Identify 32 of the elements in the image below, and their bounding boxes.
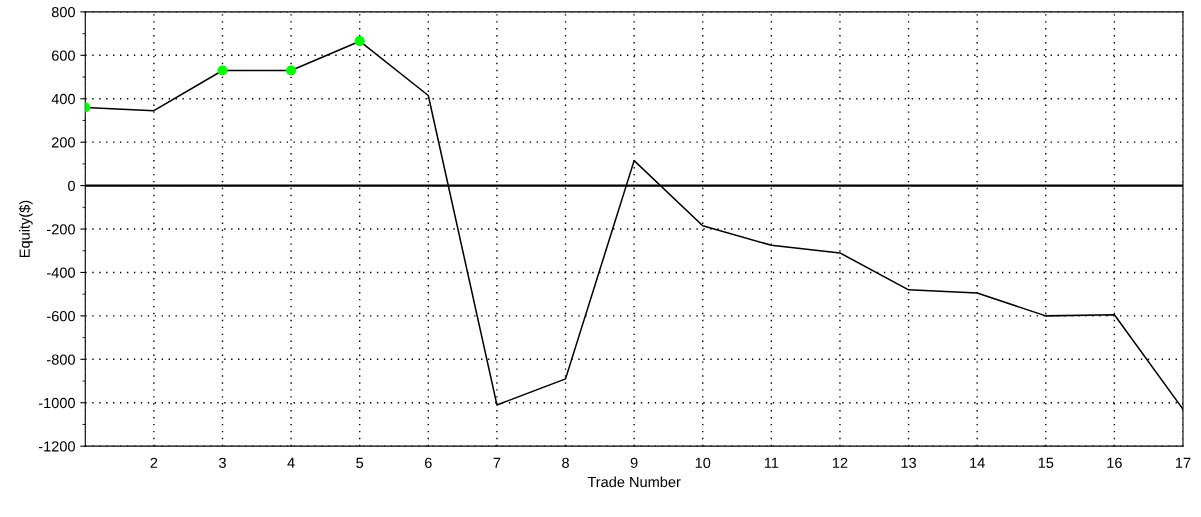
y-tick-label: 800: [51, 6, 75, 18]
y-tick-label: -200: [47, 224, 75, 235]
x-tick-label: 14: [970, 457, 985, 468]
x-tick-label: 5: [356, 457, 364, 468]
x-tick-label: 13: [901, 457, 917, 468]
x-axis-title: Trade Number: [587, 476, 681, 488]
x-tick-label: 4: [287, 457, 295, 468]
x-tick-label: 8: [562, 457, 569, 468]
point: [354, 36, 365, 47]
x-tick-label: 9: [630, 457, 638, 468]
y-tick-label: -400: [47, 267, 75, 278]
y-tick-label: -1000: [38, 397, 75, 409]
x-tick-label: 6: [424, 457, 432, 468]
point: [286, 65, 297, 76]
point: [217, 65, 228, 76]
x-tick-label: 2: [150, 457, 158, 468]
y-tick-label: 200: [51, 137, 75, 148]
x-tick-label: 12: [832, 457, 848, 468]
y-axis-title: Equity($): [18, 200, 33, 258]
y-tick-label: -1200: [38, 441, 75, 452]
x-tick-label: 3: [218, 457, 226, 468]
x-tick-label: 16: [1107, 457, 1122, 468]
x-tick-label: 10: [695, 457, 711, 468]
x-tick-label: 7: [493, 457, 501, 468]
y-tick-label: 400: [51, 93, 75, 105]
y-tick-label: 600: [51, 50, 75, 61]
x-tick-label: 11: [764, 457, 779, 468]
y-tick-label: -800: [47, 354, 75, 365]
x-tick-label: 17: [1175, 457, 1191, 468]
y-tick-label: -600: [47, 310, 75, 322]
x-tick-label: 15: [1038, 457, 1054, 468]
y-tick-label: 0: [68, 180, 75, 192]
